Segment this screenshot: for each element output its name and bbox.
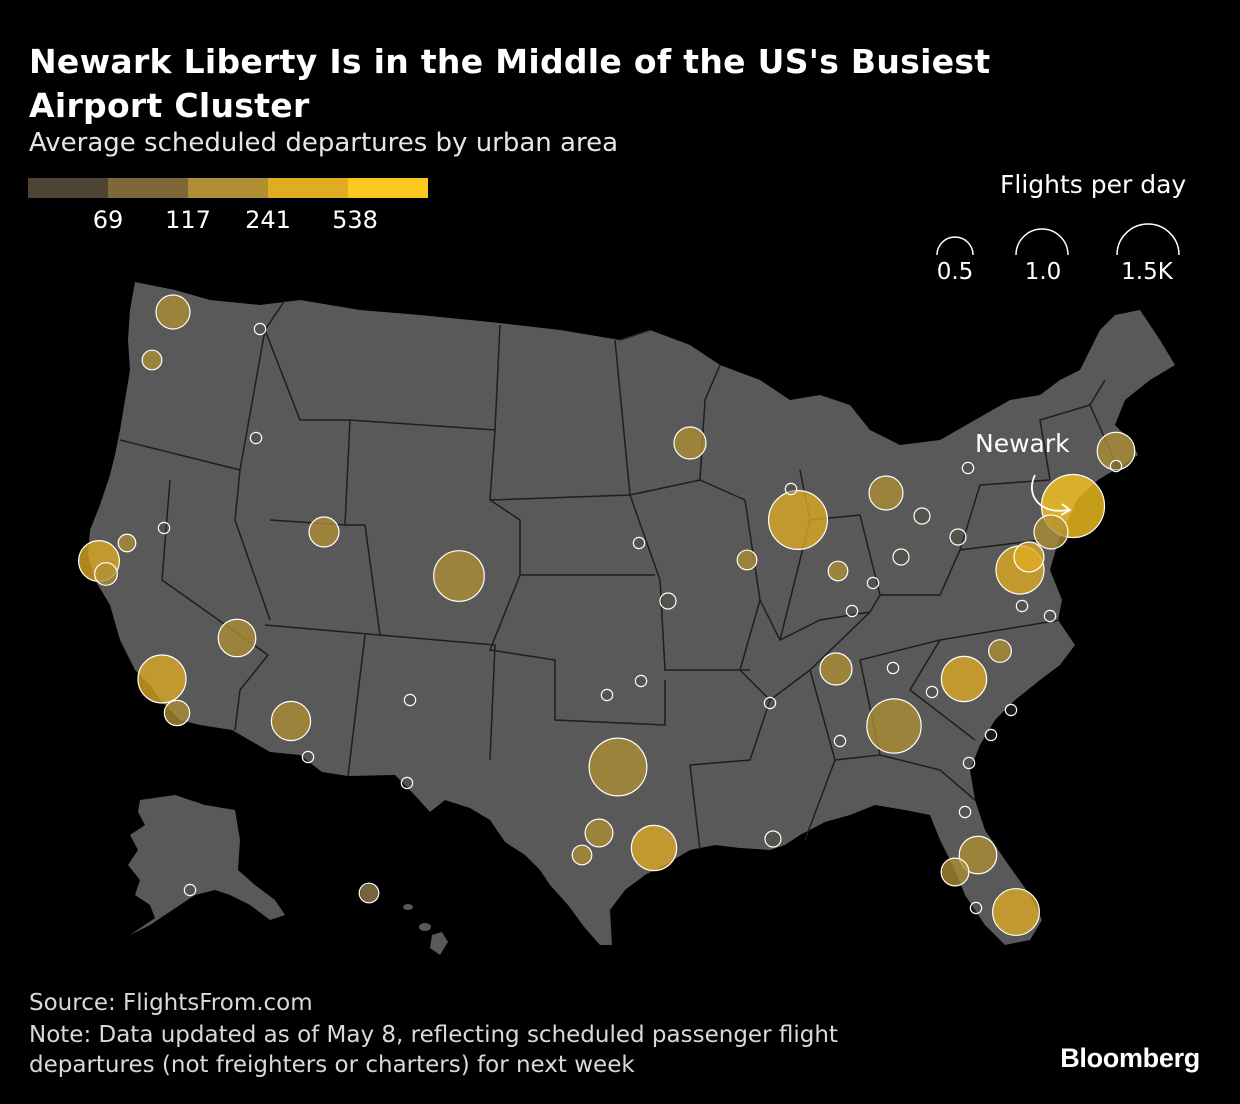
legend-swatch-1: [28, 178, 108, 198]
airport-bubble: [400, 776, 414, 790]
airport-bubble: [827, 560, 849, 582]
airport-bubble: [253, 322, 267, 336]
size-legend-label: 0.5: [937, 259, 974, 285]
legend-swatch-5: [348, 178, 428, 198]
airport-bubble: [866, 698, 922, 754]
airport-bubble: [925, 685, 939, 699]
airport-bubble: [958, 835, 998, 875]
airport-bubble: [763, 696, 777, 710]
contiguous-us-outline: [88, 282, 1175, 945]
us-map: Newark: [77, 282, 1175, 955]
airport-bubble: [940, 655, 988, 703]
size-legend-title: Flights per day: [1000, 170, 1187, 199]
state-border-lines: [119, 299, 1119, 851]
us-states-land: [88, 282, 1175, 955]
airport-bubble: [659, 592, 677, 610]
airport-bubble: [155, 294, 191, 330]
airport-bubble: [630, 824, 678, 872]
airport-bubble: [163, 699, 191, 727]
airport-bubble: [433, 550, 485, 602]
size-legend-arc-small: [936, 236, 974, 256]
airport-bubble: [157, 521, 171, 535]
airport-bubble: [403, 693, 417, 707]
chart-subtitle: Average scheduled departures by urban ar…: [29, 128, 619, 158]
airport-bubble: [1096, 431, 1136, 471]
airport-bubble: [358, 882, 380, 904]
airport-bubble: [767, 489, 829, 551]
footnote: Note: Data updated as of May 8, reflecti…: [29, 1022, 838, 1078]
airport-bubble: [584, 818, 614, 848]
airport-bubble: [949, 528, 967, 546]
airport-bubble: [137, 654, 187, 704]
airport-bubble: [301, 750, 315, 764]
airport-bubble: [217, 618, 257, 658]
airport-bubble: [940, 857, 970, 887]
airport-bubble: [588, 737, 648, 797]
legend-break-label: 69: [92, 206, 124, 234]
size-legend: 0.5 1.0 1.5K: [936, 223, 1180, 285]
size-legend-label: 1.5K: [1121, 259, 1174, 285]
legend-break-label: 538: [332, 206, 378, 234]
size-legend-arc-large: [1116, 223, 1180, 256]
airport-bubble: [961, 461, 975, 475]
airport-bubble: [833, 734, 847, 748]
airport-bubble: [308, 516, 340, 548]
airport-bubble: [571, 844, 593, 866]
airport-bubble: [1043, 609, 1057, 623]
airport-bubble: [249, 431, 263, 445]
airport-bubble: [988, 639, 1012, 663]
legend-swatch-4: [268, 178, 348, 198]
size-legend-label: 1.0: [1025, 259, 1062, 285]
airport-bubble: [1033, 514, 1069, 550]
airport-bubble: [958, 805, 972, 819]
source-note: Source: FlightsFrom.com: [29, 990, 313, 1016]
size-legend-arc-medium: [1015, 228, 1069, 256]
newark-arrow: [1031, 474, 1069, 512]
hawaii-island: [430, 932, 448, 955]
airport-bubble: [1004, 703, 1018, 717]
airport-bubble: [969, 901, 983, 915]
airport-bubble: [886, 661, 900, 675]
hawaii-island: [403, 904, 413, 910]
airport-bubble: [892, 548, 910, 566]
airport-bubble: [600, 688, 614, 702]
airport-bubble: [94, 562, 118, 586]
legend-break-label: 117: [165, 206, 211, 234]
airport-bubble: [845, 604, 859, 618]
chart-title: Newark Liberty Is in the Middle of the U…: [29, 42, 991, 125]
color-legend: 69 117 241 538: [28, 178, 428, 238]
airport-bubble: [784, 482, 798, 496]
airport-bubble: [634, 674, 648, 688]
airport-bubble: [183, 883, 197, 897]
airport-bubble: [673, 426, 707, 460]
airport-bubble: [141, 349, 163, 371]
airport-bubble: [1109, 459, 1123, 473]
hawaii-island: [419, 923, 431, 931]
airport-bubble: [962, 756, 976, 770]
alaska-outline: [128, 795, 285, 935]
airport-bubble: [984, 728, 998, 742]
newark-annotation: Newark: [975, 429, 1072, 516]
newark-label: Newark: [975, 429, 1070, 458]
airport-bubble: [270, 700, 312, 742]
legend-break-label: 241: [245, 206, 291, 234]
airport-bubble: [913, 507, 931, 525]
legend-swatch-2: [108, 178, 188, 198]
state-borders: [119, 299, 1119, 851]
airport-bubble: [764, 830, 782, 848]
airport-bubble: [992, 888, 1040, 936]
bloomberg-logo: Bloomberg: [1060, 1043, 1200, 1073]
airport-bubble: [819, 652, 853, 686]
airport-bubble: [632, 536, 646, 550]
bubble-layer: [77, 294, 1136, 936]
airport-bubble: [1015, 599, 1029, 613]
airport-bubble: [117, 533, 137, 553]
airport-bubble: [866, 576, 880, 590]
legend-swatch-3: [188, 178, 268, 198]
airport-bubble: [736, 549, 758, 571]
airport-bubble: [868, 475, 904, 511]
newark-arrowhead: [1060, 503, 1072, 516]
airport-bubble: [1013, 541, 1045, 573]
